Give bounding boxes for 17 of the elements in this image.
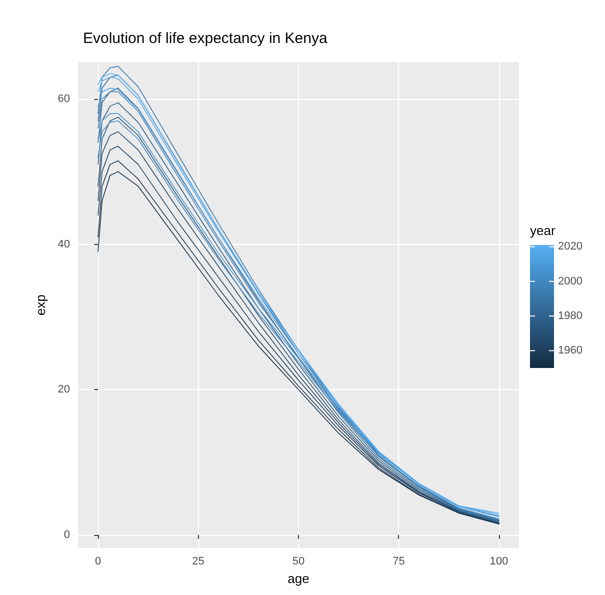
x-axis-title: age [288,570,310,586]
y-tick-label: 40 [58,238,70,250]
color-bar-label: 1960 [558,344,582,357]
x-tick-label: 100 [490,556,508,568]
x-tick-label: 50 [292,556,305,568]
x-tick-label: 75 [392,556,405,568]
y-tick-label: 0 [64,528,70,541]
x-tick-label: 25 [192,556,204,568]
y-tick-label: 20 [58,384,70,396]
y-axis-title: exp [32,294,48,316]
chart-title: Evolution of life expectancy in Kenya [83,30,328,47]
y-tick-label: 60 [58,93,70,106]
color-bar-label: 2020 [558,240,582,253]
x-tick-label: 0 [94,556,102,568]
color-bar-label: 2000 [558,275,582,288]
color-bar-title: year [530,223,556,238]
color-bar-label: 1980 [558,310,582,322]
